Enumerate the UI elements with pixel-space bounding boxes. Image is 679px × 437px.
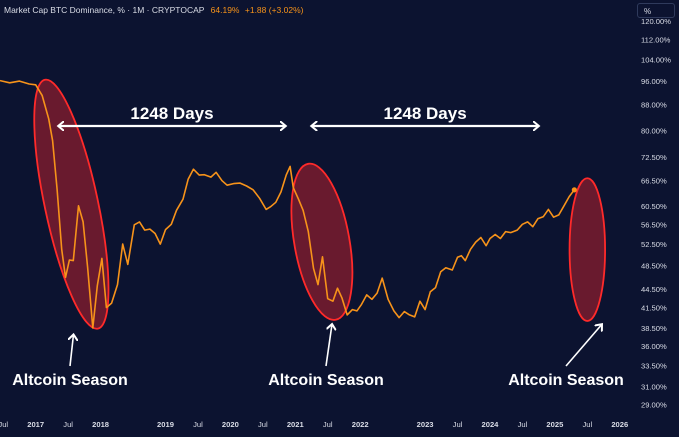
y-tick-label: 48.50% xyxy=(641,262,667,271)
x-tick-label: Jul xyxy=(323,420,333,429)
percent-scale-button[interactable]: % xyxy=(637,3,675,18)
x-tick-label: Jul xyxy=(193,420,203,429)
cycle-duration-label: 1248 Days xyxy=(130,104,213,123)
y-tick-label: 33.50% xyxy=(641,361,667,370)
x-axis: Jul 2017 Jul 2018 2019 Jul 2020 Jul 2021 Jul 2022 2… xyxy=(0,420,628,429)
y-tick-label: 120.00% xyxy=(641,17,671,26)
last-value-dot xyxy=(571,187,577,193)
y-tick-label: 41.50% xyxy=(641,304,667,313)
altcoin-season-label: Altcoin Season xyxy=(508,372,624,389)
x-tick-label: 2022 xyxy=(352,420,369,429)
season-pointer-arrow xyxy=(325,325,332,367)
x-tick-label: 2026 xyxy=(611,420,628,429)
x-tick-label: Jul xyxy=(0,420,8,429)
altcoin-season-label: Altcoin Season xyxy=(268,372,384,389)
x-tick-label: Jul xyxy=(258,420,268,429)
x-tick-label: 2017 xyxy=(27,420,44,429)
y-tick-label: 88.00% xyxy=(641,101,667,110)
x-tick-label: 2025 xyxy=(546,420,564,429)
x-tick-label: Jul xyxy=(453,420,463,429)
season-pointer-arrow xyxy=(565,325,601,367)
cycle-duration-label: 1248 Days xyxy=(383,104,466,123)
x-tick-label: 2021 xyxy=(287,420,305,429)
x-tick-label: 2018 xyxy=(92,420,109,429)
y-tick-label: 112.00% xyxy=(641,35,671,44)
altcoin-season-highlights xyxy=(33,78,606,330)
y-tick-label: 31.00% xyxy=(641,382,667,391)
y-tick-label: 44.50% xyxy=(641,285,667,294)
y-tick-label: 104.00% xyxy=(641,56,671,65)
dominance-series-line xyxy=(0,79,575,329)
y-tick-label: 29.00% xyxy=(641,400,667,409)
x-tick-label: Jul xyxy=(518,420,528,429)
altcoin-season-ellipse xyxy=(568,177,606,322)
y-tick-label: 80.00% xyxy=(641,126,667,135)
chart-header-title: Market Cap BTC Dominance, % · 1M · CRYPT… xyxy=(4,5,205,15)
y-tick-label: 96.00% xyxy=(641,77,667,86)
altcoin-season-ellipse xyxy=(33,78,110,330)
y-tick-label: 66.50% xyxy=(641,176,667,185)
x-tick-label: Jul xyxy=(63,420,73,429)
dominance-line xyxy=(0,79,577,329)
price-change: +1.88 (+3.02%) xyxy=(244,5,304,15)
season-pointer-arrow xyxy=(70,335,73,367)
y-axis: 120.00% 112.00% 104.00% 96.00% 88.00% 80.00% 7… xyxy=(641,17,671,410)
altcoin-season-label: Altcoin Season xyxy=(12,372,128,389)
y-tick-label: 38.50% xyxy=(641,324,667,333)
x-tick-label: 2023 xyxy=(417,420,434,429)
y-tick-label: 60.50% xyxy=(641,202,667,211)
y-tick-label: 36.00% xyxy=(641,342,667,351)
annotations: 1248 Days 1248 Days Altcoin Season Altcoin … xyxy=(12,104,624,389)
y-tick-label: 52.50% xyxy=(641,240,667,249)
x-tick-label: 2024 xyxy=(482,420,500,429)
y-tick-label: 72.50% xyxy=(641,153,667,162)
y-tick-label: 56.50% xyxy=(641,220,667,229)
x-tick-label: 2020 xyxy=(222,420,239,429)
chart-header: Market Cap BTC Dominance, % · 1M · CRYPT… xyxy=(4,5,303,19)
x-tick-label: 2019 xyxy=(157,420,174,429)
x-tick-label: Jul xyxy=(582,420,592,429)
altcoin-season-ellipse xyxy=(290,162,354,321)
current-price: 64.19% xyxy=(210,5,240,15)
